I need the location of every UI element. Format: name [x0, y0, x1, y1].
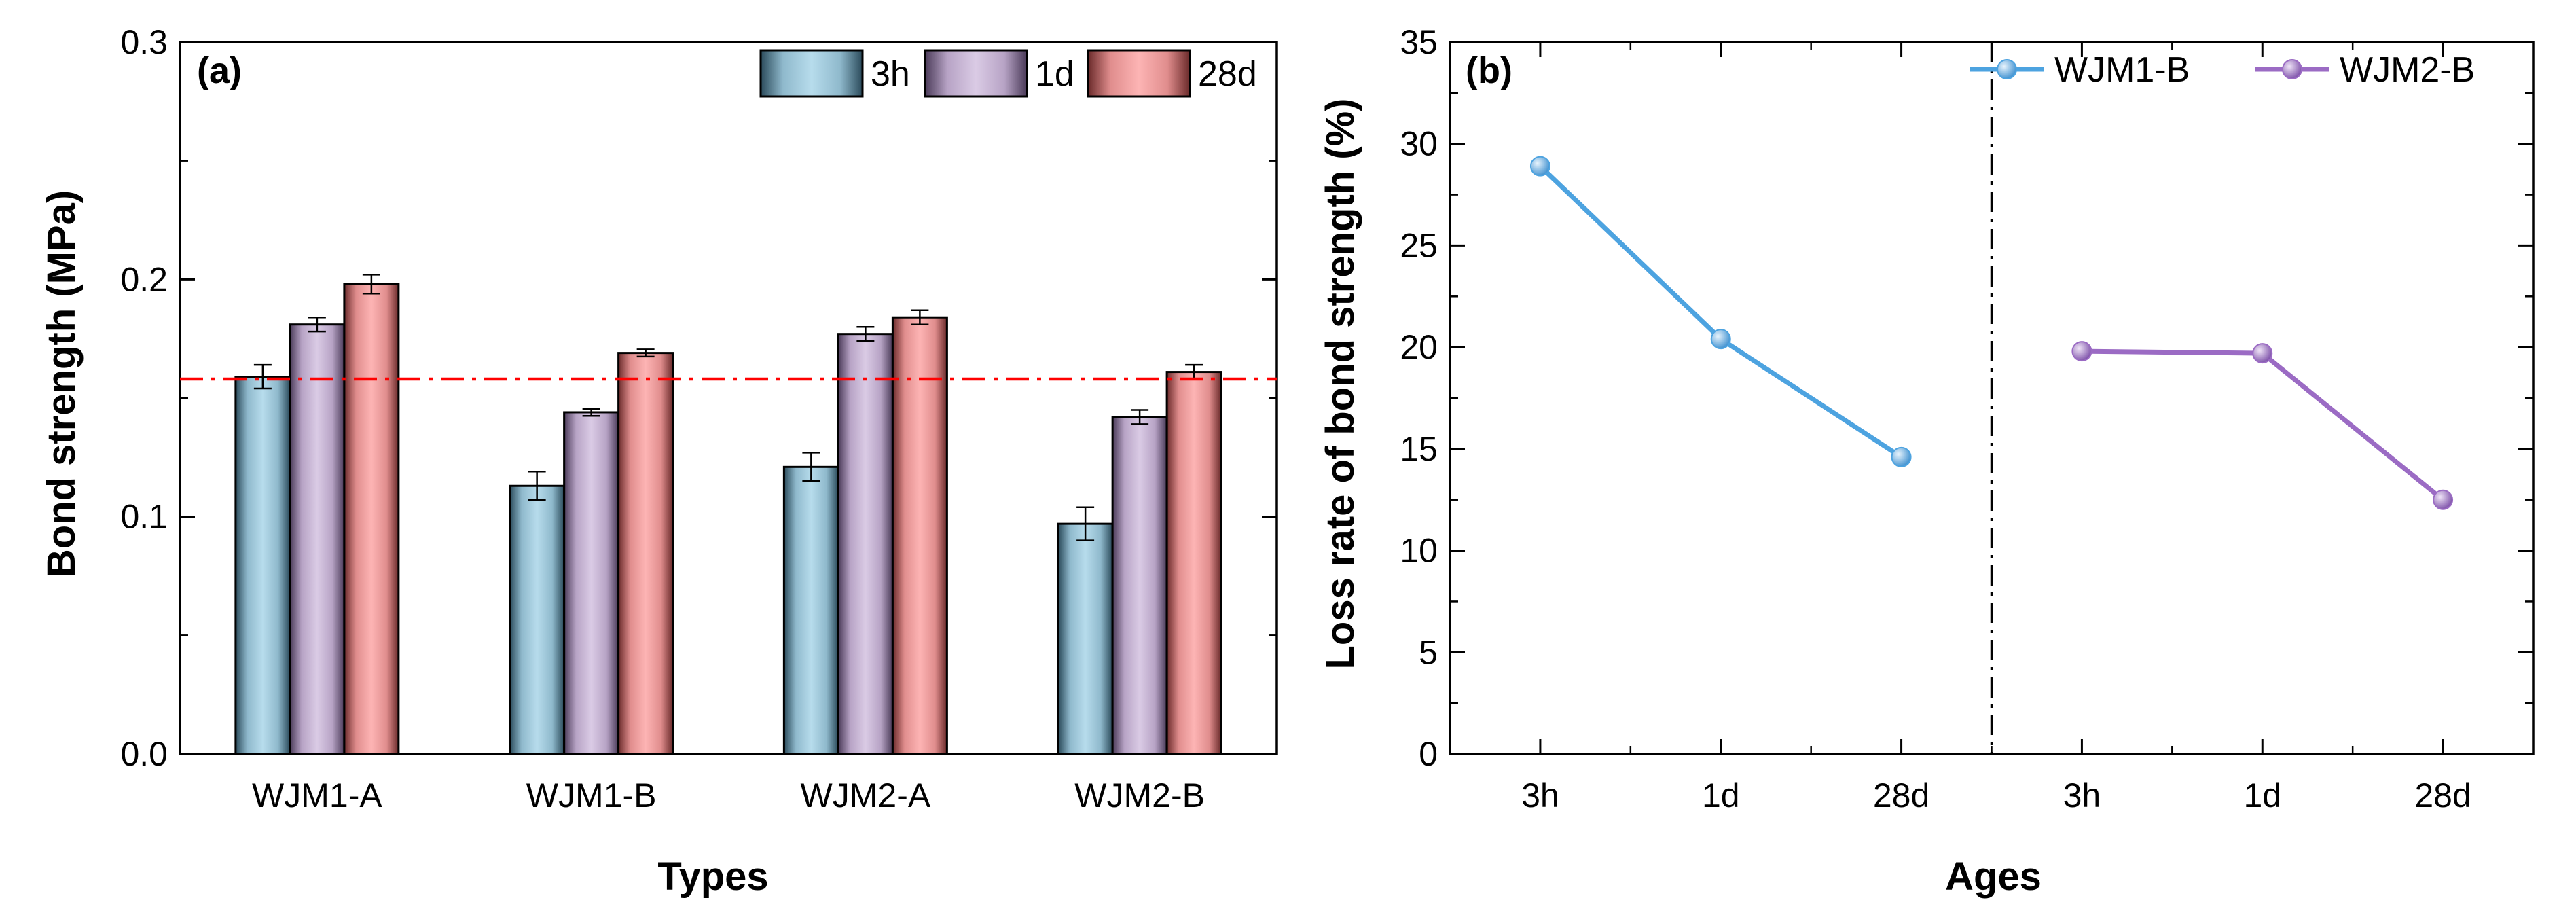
bar-1d-WJM1-A [289, 323, 346, 755]
x-tick-label: WJM2-B [1074, 776, 1205, 814]
panel-b-xlabel: Ages [1945, 855, 2042, 899]
x-tick-label: 1d [1702, 776, 1740, 814]
x-tick-label: WJM1-B [526, 776, 657, 814]
y-tick-label: 25 [1400, 226, 1438, 264]
panel-a-ylabel: Bond strength (MPa) [39, 190, 84, 577]
x-tick-label: 3h [2063, 776, 2101, 814]
y-tick-label: 30 [1400, 125, 1438, 163]
y-tick-label: 0.2 [120, 260, 168, 298]
bar-28d-WJM1-A [343, 283, 400, 755]
legend-label: 1d [1035, 54, 1074, 94]
x-tick-label: 1d [2243, 776, 2281, 814]
bar-28d-WJM2-A [891, 316, 948, 755]
panel-b-ylabel: Loss rate of bond strength (%) [1318, 98, 1362, 670]
bar-3h-WJM2-A [782, 465, 839, 755]
data-point-WJM1-B-28d [1891, 446, 1912, 467]
panel-a-label: (a) [197, 50, 242, 91]
bar-1d-WJM2-B [1111, 416, 1168, 755]
data-point-WJM2-B-1d [2252, 343, 2273, 364]
bar-1d-WJM1-B [563, 411, 620, 755]
y-tick-label: 0.0 [120, 735, 168, 773]
panel-a-plot: 0.0 0.1 0.2 0.3 WJM1-A WJM1-B WJM2-A WJM2-B 3h 1d… [120, 23, 1278, 814]
legend-label: 3h [871, 54, 910, 94]
legend-swatch-1d [924, 49, 1028, 98]
x-tick-label: 28d [1873, 776, 1929, 814]
y-tick-label: 5 [1419, 633, 1438, 671]
y-tick-label: 10 [1400, 532, 1438, 570]
y-tick-label: 20 [1400, 328, 1438, 366]
y-tick-label: 0.3 [120, 23, 168, 61]
y-tick-label: 35 [1400, 23, 1438, 61]
bar-3h-WJM1-A [234, 376, 291, 755]
legend-marker-WJM1-B [1997, 59, 2017, 79]
legend-swatch-3h [759, 49, 864, 98]
data-point-WJM2-B-3h [2071, 341, 2092, 362]
x-tick-label: WJM2-A [801, 776, 931, 814]
series-line-WJM2-B [2082, 348, 2445, 502]
legend-label: WJM1-B [2054, 50, 2190, 90]
bar-28d-WJM1-B [617, 352, 674, 755]
bar-28d-WJM2-B [1165, 371, 1222, 755]
legend-swatch-28d [1087, 49, 1191, 98]
legend-label: WJM2-B [2340, 50, 2475, 90]
legend-marker-WJM2-B [2282, 59, 2302, 79]
panel-b-plot: 0 5 10 15 20 25 30 35 3h 1d 28d 3h 1d 28d WJM1-B WJM2-B [1400, 23, 2535, 814]
y-tick-label: 0.1 [120, 498, 168, 536]
panel-a-xlabel: Types [657, 855, 768, 899]
bar-1d-WJM2-A [837, 333, 894, 755]
legend-label: 28d [1198, 54, 1257, 94]
bar-3h-WJM1-B [509, 484, 566, 755]
series-line-WJM1-B [1538, 164, 1903, 459]
panel-b-label: (b) [1466, 50, 1512, 91]
x-tick-label: 28d [2414, 776, 2471, 814]
x-tick-label: WJM1-A [252, 776, 382, 814]
bar-3h-WJM2-B [1057, 522, 1114, 755]
data-point-WJM1-B-3h [1529, 156, 1550, 177]
data-point-WJM2-B-28d [2433, 489, 2454, 510]
data-point-WJM1-B-1d [1710, 329, 1731, 350]
x-tick-label: 3h [1521, 776, 1559, 814]
y-tick-label: 15 [1400, 430, 1438, 468]
y-tick-label: 0 [1419, 735, 1438, 773]
